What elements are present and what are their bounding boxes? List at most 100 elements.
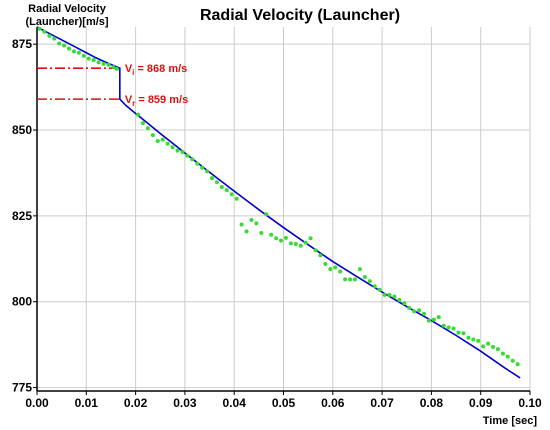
annotation-label: Vr = 859 m/s	[125, 94, 188, 108]
data-point	[185, 153, 190, 158]
y-tick-label: 875	[12, 37, 32, 51]
data-point	[357, 267, 362, 272]
data-point	[57, 41, 62, 46]
data-point	[150, 133, 155, 138]
data-point	[224, 188, 229, 193]
data-point	[500, 351, 505, 356]
data-point	[372, 284, 377, 289]
data-point	[219, 185, 224, 190]
data-point	[303, 240, 308, 245]
data-point	[466, 335, 471, 340]
y-axis-label-line-1: Radial Velocity	[28, 3, 107, 15]
data-point	[426, 318, 431, 323]
data-point	[362, 274, 367, 279]
data-point	[91, 57, 96, 62]
data-point	[382, 292, 387, 297]
x-axis-label: Time [sec]	[483, 415, 538, 427]
data-point	[298, 243, 303, 248]
data-point	[367, 279, 372, 284]
data-point	[86, 56, 91, 61]
data-point	[160, 137, 165, 142]
data-point	[62, 43, 67, 48]
data-point	[190, 157, 195, 162]
x-tick-label: 0.09	[469, 396, 493, 410]
data-point	[431, 317, 436, 322]
grid	[36, 27, 531, 391]
data-point	[259, 231, 264, 236]
data-point	[264, 212, 269, 217]
data-point	[456, 330, 461, 335]
data-point	[210, 176, 215, 181]
x-tick-label: 0.00	[25, 396, 49, 410]
data-point	[491, 345, 496, 350]
data-point	[338, 269, 343, 274]
data-point	[101, 61, 106, 66]
data-point	[333, 265, 338, 270]
data-point	[37, 26, 42, 31]
data-point	[229, 192, 234, 197]
data-point	[515, 362, 520, 367]
data-point	[402, 301, 407, 306]
data-point	[313, 248, 318, 253]
x-tick-label: 0.01	[75, 396, 99, 410]
data-point	[318, 253, 323, 258]
x-tick-label: 0.10	[518, 396, 542, 410]
data-point	[461, 331, 466, 336]
y-tick-label: 775	[12, 381, 32, 395]
data-point	[200, 165, 205, 170]
data-point	[195, 161, 200, 166]
y-tick-label: 825	[12, 209, 32, 223]
data-point	[505, 354, 510, 359]
data-point	[352, 277, 357, 282]
x-tick-label: 0.02	[124, 396, 148, 410]
data-point	[141, 121, 145, 126]
x-tick-label: 0.05	[272, 396, 296, 410]
data-point	[397, 298, 402, 302]
data-point	[436, 315, 441, 320]
data-point	[387, 292, 392, 297]
data-point	[407, 305, 412, 310]
data-point	[269, 232, 274, 237]
data-point	[288, 241, 293, 246]
data-point	[136, 112, 141, 117]
axes	[33, 27, 531, 395]
data-point	[293, 242, 298, 247]
data-point	[180, 150, 185, 154]
data-point	[392, 294, 397, 299]
data-point	[76, 50, 81, 55]
x-tick-label: 0.06	[321, 396, 345, 410]
data-point	[244, 229, 249, 234]
data-point	[279, 238, 284, 243]
data-point	[274, 236, 279, 241]
data-point	[283, 235, 288, 240]
y-axis-label-line-2: (Launcher)[m/s]	[25, 16, 108, 28]
data-point	[145, 126, 150, 131]
data-point	[377, 287, 382, 292]
x-tick-label: 0.07	[370, 396, 394, 410]
data-point	[348, 277, 353, 282]
data-point	[106, 62, 111, 67]
data-point	[47, 33, 52, 38]
data-layer	[36, 26, 521, 379]
x-tick-label: 0.08	[420, 396, 444, 410]
data-point	[214, 180, 219, 185]
data-point	[52, 36, 57, 41]
chart-title: Radial Velocity (Launcher)	[200, 7, 400, 24]
data-point	[67, 46, 72, 51]
data-point	[343, 277, 348, 282]
annotations: Vi = 868 m/s Vr = 859 m/s	[37, 63, 188, 108]
data-point	[328, 267, 333, 272]
data-point	[81, 53, 86, 58]
data-point	[471, 337, 476, 342]
data-point	[441, 323, 446, 328]
data-point	[446, 325, 451, 330]
data-point	[486, 341, 491, 346]
data-point	[495, 347, 500, 352]
text-layer: 775 800 825 850 875 0.00 0.01 0.02 0.03 0.04 0.05 0…	[12, 37, 542, 410]
data-point	[417, 308, 422, 313]
data-point	[412, 309, 417, 314]
data-point	[308, 236, 313, 241]
data-point	[111, 65, 116, 70]
fit-line	[36, 26, 521, 379]
